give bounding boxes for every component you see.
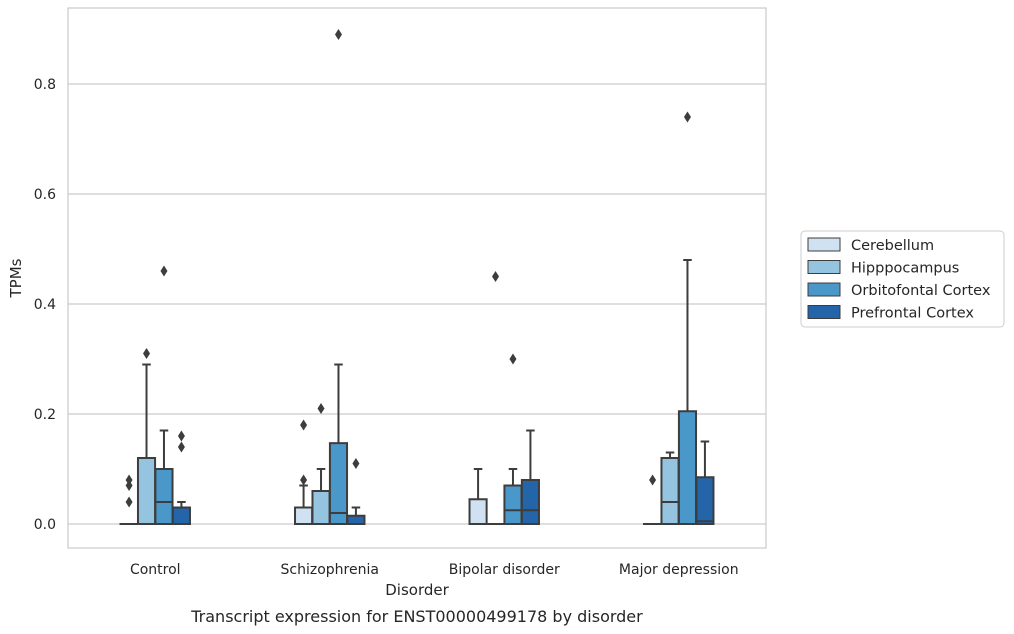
outlier-point	[300, 474, 308, 486]
box	[346, 514, 366, 525]
legend-swatch	[807, 305, 841, 319]
category-group	[468, 271, 540, 526]
x-tick-label: Schizophrenia	[281, 562, 379, 578]
category-group	[294, 29, 366, 525]
box	[311, 490, 331, 525]
legend-swatch	[807, 237, 841, 252]
outlier-point	[177, 441, 185, 453]
category-group	[119, 265, 191, 526]
legend-label: Orbitofontal Cortex	[851, 283, 991, 299]
y-tick-labels: 0.0 0.2 0.4 0.6 0.8	[34, 77, 56, 533]
box	[503, 484, 523, 525]
outlier-point	[492, 271, 500, 282]
y-tick-label: 0.6	[34, 187, 56, 203]
box	[520, 479, 540, 525]
legend-label: Hipppocampus	[851, 261, 959, 277]
legend-label: Cerebellum	[851, 238, 934, 254]
box	[171, 506, 191, 525]
box	[328, 442, 349, 525]
x-axis-label: Disorder	[385, 581, 449, 599]
plot-frame	[67, 7, 767, 549]
box-groups	[119, 29, 715, 526]
outlier-point	[334, 29, 342, 40]
plot-background	[68, 8, 766, 548]
outlier-point	[649, 474, 657, 486]
y-tick-label: 0.4	[34, 297, 56, 313]
legend-swatch	[807, 260, 841, 274]
outlier-point	[300, 419, 308, 431]
box	[695, 476, 715, 525]
x-tick-label: Major depression	[619, 562, 739, 578]
x-tick-labels: Control Schizophrenia Bipolar disorder Majo…	[130, 562, 739, 578]
y-tick-label: 0.0	[34, 517, 56, 533]
figure-caption: Transcript expression for ENST0000049917…	[190, 607, 643, 626]
outlier-point	[143, 348, 151, 359]
y-axis-label: TPMs	[7, 258, 25, 298]
legend-label: Prefrontal Cortex	[851, 306, 974, 322]
box	[677, 410, 698, 525]
outlier-point	[317, 403, 325, 414]
box	[136, 457, 157, 525]
x-tick-label: Bipolar disorder	[449, 562, 560, 578]
box	[660, 457, 680, 525]
box	[468, 498, 488, 525]
legend-frame	[800, 230, 1005, 328]
category-group	[643, 111, 715, 526]
y-tick-label: 0.2	[34, 407, 56, 423]
box	[154, 468, 174, 525]
outlier-point	[683, 111, 691, 123]
legend: Cerebellum Hipppocampus Orbitofontal Corte…	[800, 230, 1005, 328]
outlier-point	[509, 353, 517, 365]
outlier-point	[177, 430, 185, 442]
legend-swatch	[807, 282, 841, 297]
outlier-point	[352, 458, 360, 469]
outlier-point	[125, 474, 133, 486]
x-tick-label: Control	[130, 562, 181, 578]
box	[294, 506, 314, 525]
y-tick-label: 0.8	[34, 77, 56, 93]
outlier-point	[125, 496, 133, 508]
outlier-point	[160, 265, 168, 277]
